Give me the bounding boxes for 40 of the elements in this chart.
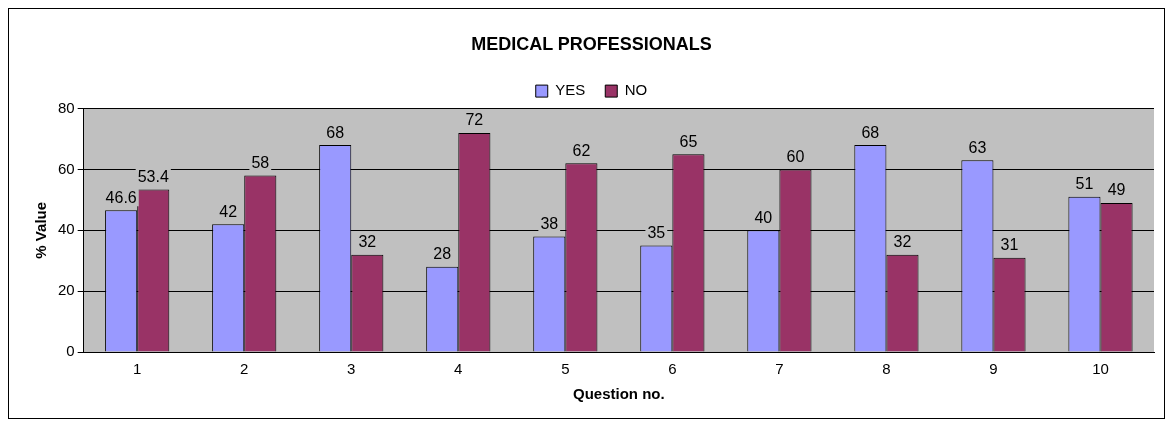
data-label: 51 (1075, 175, 1094, 193)
x-tick-label: 6 (668, 360, 677, 378)
data-label: 40 (754, 208, 773, 226)
data-label: 49 (1107, 181, 1126, 199)
x-axis-title: Question no. (573, 385, 665, 403)
chart-title: MEDICAL PROFESSIONALS (471, 33, 712, 54)
data-label: 63 (968, 138, 987, 156)
y-axis-title: % Value (32, 201, 50, 259)
data-label: 42 (219, 202, 238, 220)
x-tick-label: 9 (989, 360, 998, 378)
y-tick-label: 40 (58, 220, 75, 238)
x-tick-label: 4 (454, 360, 463, 378)
x-tick-label: 10 (1092, 360, 1109, 378)
data-label: 68 (861, 123, 880, 141)
data-label: 58 (251, 153, 270, 171)
y-tick-label: 0 (66, 342, 75, 360)
data-label: 65 (679, 132, 698, 150)
x-tick-label: 3 (347, 360, 356, 378)
data-label: 53.4 (137, 167, 169, 185)
data-label: 32 (893, 233, 912, 251)
data-label: 68 (326, 123, 345, 141)
data-label: 31 (1000, 236, 1019, 254)
x-tick-label: 5 (561, 360, 570, 378)
y-tick-label: 60 (58, 159, 75, 177)
data-label: 72 (465, 111, 484, 129)
x-tick-label: 2 (240, 360, 249, 378)
legend-label: YES (555, 81, 586, 99)
x-tick-label: 1 (133, 360, 142, 378)
data-label: 46.6 (105, 188, 137, 206)
x-tick-label: 8 (882, 360, 891, 378)
legend-label: NO (624, 81, 648, 99)
data-label: 62 (572, 141, 591, 159)
data-label: 38 (540, 214, 559, 232)
data-label: 35 (647, 223, 666, 241)
data-label: 32 (358, 233, 377, 251)
x-tick-label: 7 (775, 360, 784, 378)
data-label: 28 (433, 245, 452, 263)
y-tick-label: 20 (58, 281, 75, 299)
data-label: 60 (786, 147, 805, 165)
y-tick-label: 80 (58, 98, 75, 116)
